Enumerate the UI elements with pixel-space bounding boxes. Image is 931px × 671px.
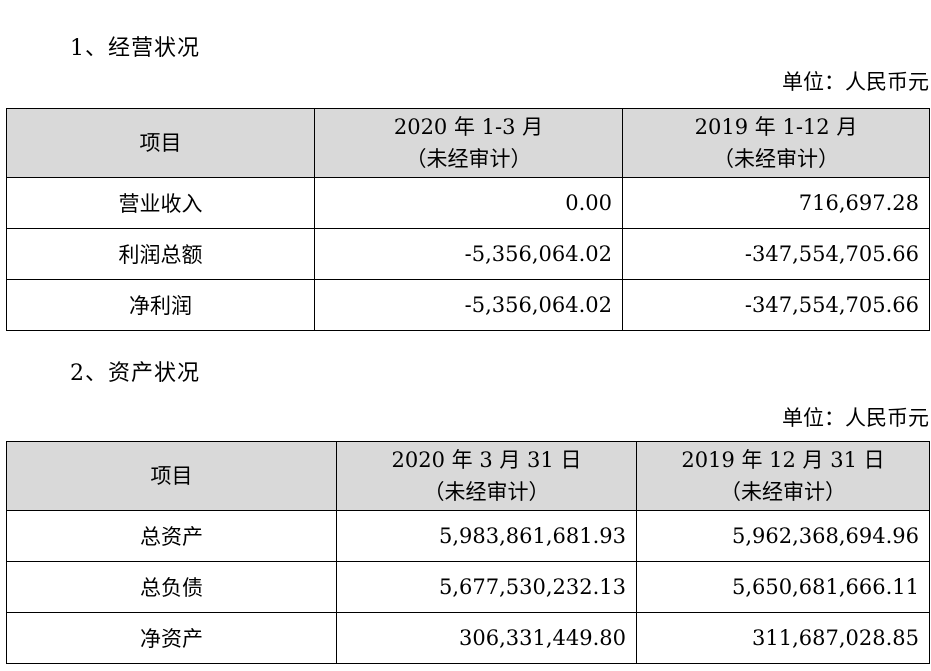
row-value-current: 0.00 — [314, 177, 623, 229]
header-period-prior-date: 2019 年 1-12 月 — [694, 115, 858, 139]
header-period-current-date: 2020 年 1-3 月 — [393, 115, 544, 139]
table-row: 总负债 5,677,530,232.13 5,650,681,666.11 — [6, 561, 930, 613]
section2-unit-label: 单位：人民币元 — [782, 406, 929, 430]
row-value-prior: 5,962,368,694.96 — [636, 510, 930, 562]
table-header-row: 项目 2020 年 1-3 月 （未经审计） 2019 年 1-12 月 （未经… — [6, 108, 930, 178]
operating-status-table: 项目 2020 年 1-3 月 （未经审计） 2019 年 1-12 月 （未经… — [6, 108, 930, 331]
header-period-prior-audit: （未经审计） — [713, 147, 839, 171]
row-value-prior: 311,687,028.85 — [636, 612, 930, 664]
row-label: 营业收入 — [6, 177, 315, 229]
table-row: 总资产 5,983,861,681.93 5,962,368,694.96 — [6, 510, 930, 562]
row-value-current: 5,983,861,681.93 — [336, 510, 637, 562]
row-label: 总负债 — [6, 561, 337, 613]
table-row: 净资产 306,331,449.80 311,687,028.85 — [6, 612, 930, 664]
header-date-current-date: 2020 年 3 月 31 日 — [391, 448, 582, 472]
row-value-current: -5,356,064.02 — [314, 228, 623, 280]
header-date-prior: 2019 年 12 月 31 日 （未经审计） — [636, 441, 930, 511]
section2-heading: 2、资产状况 — [70, 361, 200, 386]
row-value-current: 5,677,530,232.13 — [336, 561, 637, 613]
header-date-current-audit: （未经审计） — [423, 480, 550, 504]
header-period-current-audit: （未经审计） — [405, 147, 532, 171]
section1-heading: 1、经营状况 — [70, 36, 200, 61]
asset-status-table: 项目 2020 年 3 月 31 日 （未经审计） 2019 年 12 月 31… — [6, 441, 930, 664]
row-value-prior: 5,650,681,666.11 — [636, 561, 930, 613]
row-label: 净资产 — [6, 612, 337, 664]
row-value-prior: 716,697.28 — [622, 177, 930, 229]
header-period-prior: 2019 年 1-12 月 （未经审计） — [622, 108, 930, 178]
header-date-current: 2020 年 3 月 31 日 （未经审计） — [336, 441, 637, 511]
row-label: 净利润 — [6, 279, 315, 331]
header-item: 项目 — [6, 108, 315, 178]
header-date-prior-date: 2019 年 12 月 31 日 — [681, 448, 885, 472]
row-value-current: 306,331,449.80 — [336, 612, 637, 664]
row-value-current: -5,356,064.02 — [314, 279, 623, 331]
table-row: 利润总额 -5,356,064.02 -347,554,705.66 — [6, 228, 930, 280]
table-row: 净利润 -5,356,064.02 -347,554,705.66 — [6, 279, 930, 331]
section1-unit-label: 单位：人民币元 — [782, 70, 929, 94]
table-row: 营业收入 0.00 716,697.28 — [6, 177, 930, 229]
table-header-row: 项目 2020 年 3 月 31 日 （未经审计） 2019 年 12 月 31… — [6, 441, 930, 511]
header-date-prior-audit: （未经审计） — [720, 480, 846, 504]
row-label: 利润总额 — [6, 228, 315, 280]
row-value-prior: -347,554,705.66 — [622, 279, 930, 331]
header-item: 项目 — [6, 441, 337, 511]
header-period-current: 2020 年 1-3 月 （未经审计） — [314, 108, 623, 178]
row-value-prior: -347,554,705.66 — [622, 228, 930, 280]
row-label: 总资产 — [6, 510, 337, 562]
